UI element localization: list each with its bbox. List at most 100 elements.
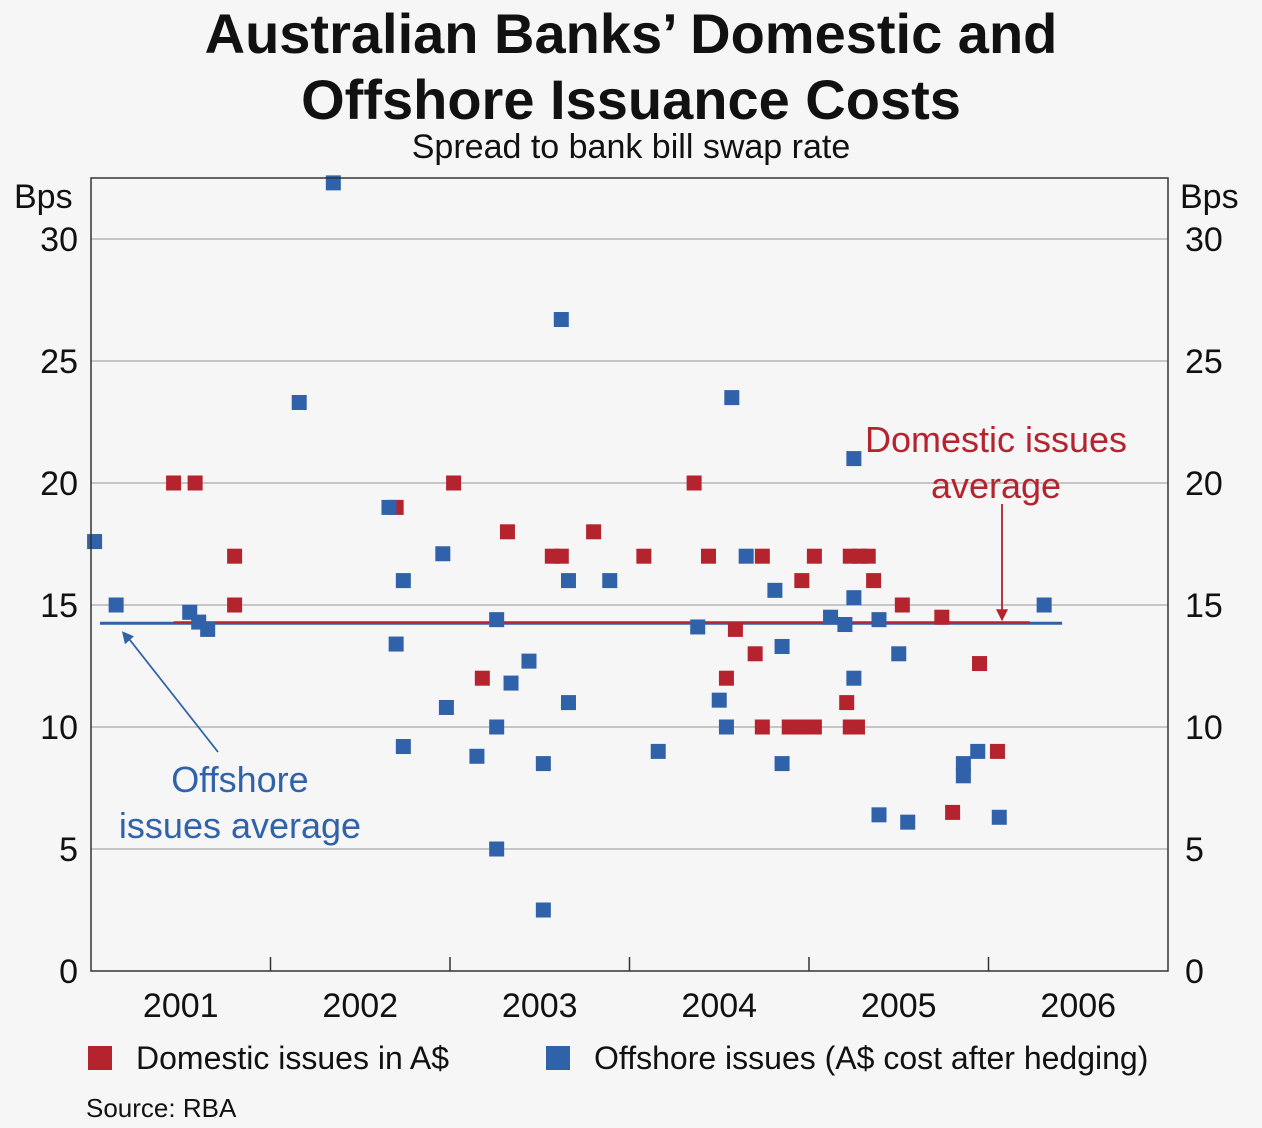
xtick-label-2002: 2002 [322, 987, 398, 1025]
offshore-point-20 [535, 902, 551, 918]
domestic-point-12 [686, 475, 702, 491]
domestic-point-31 [894, 597, 910, 613]
offshore-point-30 [738, 548, 754, 564]
domestic-point-11 [636, 548, 652, 564]
average-lines [99, 621, 1063, 625]
legend-swatch-offshore [546, 1046, 570, 1070]
chart-subtitle: Spread to bank bill swap rate [411, 128, 851, 166]
domestic-point-9 [553, 548, 569, 564]
offshore-point-14 [489, 612, 505, 628]
ytick-right-30: 30 [1185, 221, 1223, 259]
source-note: Source: RBA [86, 1093, 237, 1123]
offshore-point-0 [87, 534, 103, 550]
domestic-point-32 [934, 609, 950, 625]
offshore-annotation-arrow [126, 635, 219, 753]
offshore-point-4 [200, 621, 216, 637]
offshore-point-8 [388, 636, 404, 652]
domestic-point-6 [474, 670, 490, 686]
offshore-point-29 [724, 390, 740, 406]
offshore-point-22 [560, 573, 576, 589]
offshore-point-36 [846, 451, 862, 467]
ytick-left-10: 10 [40, 709, 78, 747]
offshore-point-1 [108, 597, 124, 613]
offshore-point-40 [871, 807, 887, 823]
annotations: Domestic issues average Offshore issues ave… [119, 419, 1127, 846]
domestic-point-22 [806, 719, 822, 735]
domestic-point-16 [747, 646, 763, 662]
xtick-label-2003: 2003 [502, 987, 578, 1025]
domestic-point-20 [792, 719, 808, 735]
offshore-point-18 [521, 653, 537, 669]
offshore-point-33 [774, 756, 790, 772]
offshore-point-25 [650, 743, 666, 759]
offshore-point-6 [325, 175, 341, 191]
offshore-point-47 [1036, 597, 1052, 613]
domestic-point-30 [866, 573, 882, 589]
y-unit-right: Bps [1180, 178, 1239, 216]
offshore-point-27 [711, 692, 727, 708]
offshore-point-23 [560, 695, 576, 711]
offshore-point-43 [955, 756, 971, 772]
offshore-point-31 [767, 582, 783, 598]
offshore-average-annotation-0: Offshore [171, 759, 308, 800]
offshore-point-10 [395, 739, 411, 755]
ytick-right-5: 5 [1185, 831, 1204, 869]
domestic-point-34 [972, 656, 988, 672]
offshore-point-45 [970, 743, 986, 759]
offshore-point-12 [438, 699, 454, 715]
domestic-point-10 [586, 524, 602, 540]
offshore-point-41 [891, 646, 907, 662]
ytick-left-25: 25 [40, 343, 78, 381]
domestic-point-5 [446, 475, 462, 491]
domestic-point-27 [849, 719, 865, 735]
offshore-point-39 [871, 612, 887, 628]
offshore-point-32 [774, 638, 790, 654]
domestic-point-14 [718, 670, 734, 686]
ytick-right-25: 25 [1185, 343, 1223, 381]
ytick-right-20: 20 [1185, 465, 1223, 503]
legend-label-offshore: Offshore issues (A$ cost after hedging) [594, 1040, 1149, 1076]
offshore-point-42 [900, 814, 916, 830]
offshore-point-7 [381, 499, 397, 515]
offshore-point-16 [489, 841, 505, 857]
chart-title-line-2: Offshore Issuance Costs [301, 68, 961, 131]
xtick-label-2004: 2004 [681, 987, 757, 1025]
offshore-point-37 [846, 590, 862, 606]
ytick-left-15: 15 [40, 587, 78, 625]
offshore-annotation-arrowhead [121, 631, 134, 645]
offshore-point-24 [602, 573, 618, 589]
y-unit-left: Bps [14, 178, 73, 216]
offshore-point-19 [535, 756, 551, 772]
ytick-right-10: 10 [1185, 709, 1223, 747]
plot-border [90, 177, 1169, 972]
plot-frame [90, 177, 1169, 972]
domestic-point-13 [700, 548, 716, 564]
offshore-point-9 [395, 573, 411, 589]
ytick-left-20: 20 [40, 465, 78, 503]
domestic-point-17 [754, 548, 770, 564]
xtick-label-2005: 2005 [861, 987, 937, 1025]
ytick-left-30: 30 [40, 221, 78, 259]
chart-title-line-1: Australian Banks’ Domestic and [204, 2, 1058, 65]
chart-svg: 0 0 5 5 10 10 15 15 20 20 25 25 30 30 Bps Bps 2001 2002 20… [14, 175, 1239, 1025]
axis-labels: 0 0 5 5 10 10 15 15 20 20 25 25 30 30 Bps Bps 2001 2002 20… [14, 178, 1239, 1025]
offshore-point-38 [846, 670, 862, 686]
ytick-right-15: 15 [1185, 587, 1223, 625]
domestic-point-7 [499, 524, 515, 540]
xtick-label-2001: 2001 [143, 987, 219, 1025]
domestic-point-33 [945, 804, 961, 820]
domestic-point-23 [806, 548, 822, 564]
ytick-left-5: 5 [59, 831, 78, 869]
xtick-label-2006: 2006 [1040, 987, 1116, 1025]
domestic-point-3 [227, 597, 243, 613]
domestic-point-21 [794, 573, 810, 589]
offshore-point-34 [823, 609, 839, 625]
domestic-point-15 [727, 621, 743, 637]
gridlines [91, 238, 1168, 850]
domestic-point-1 [187, 475, 203, 491]
ytick-right-0: 0 [1185, 953, 1204, 991]
offshore-point-35 [837, 617, 853, 633]
legend-swatch-domestic [88, 1046, 112, 1070]
legend-label-domestic: Domestic issues in A$ [136, 1040, 450, 1076]
offshore-point-15 [489, 719, 505, 735]
